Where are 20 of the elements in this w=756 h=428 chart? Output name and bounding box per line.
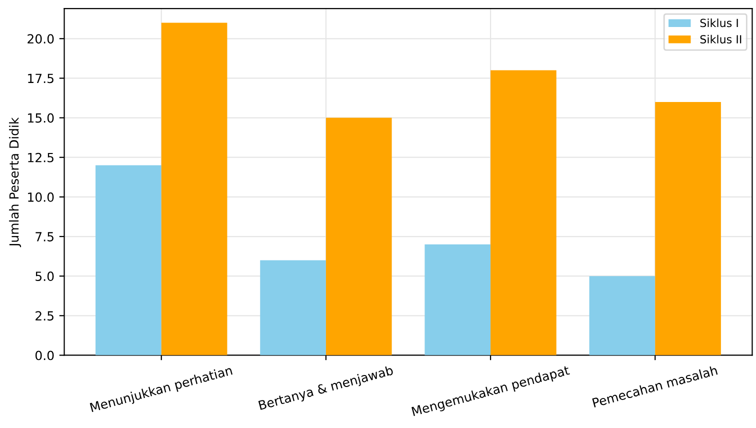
y-tick-label: 7.5 [36,232,54,242]
y-tick-label: 15.0 [28,113,54,123]
y-axis-title: Jumlah Peserta Didik [9,117,22,248]
y-tick-label: 0.0 [35,350,54,360]
bar [589,276,656,356]
legend-label: Siklus I [700,18,738,28]
bar [260,260,326,356]
bar [326,118,392,356]
y-tick-label: 17.5 [28,74,54,84]
bar [96,165,162,356]
bar [490,70,556,356]
y-tick-label: 12.5 [28,152,54,162]
y-tick-label: 10.0 [28,192,54,202]
legend-label: Siklus II [700,34,742,44]
y-tick-label: 5.0 [36,272,54,282]
bar [655,102,721,356]
bar [424,244,491,356]
y-tick-label: 2.5 [36,311,54,321]
bar [161,22,228,356]
y-tick-label: 20.0 [28,34,54,44]
